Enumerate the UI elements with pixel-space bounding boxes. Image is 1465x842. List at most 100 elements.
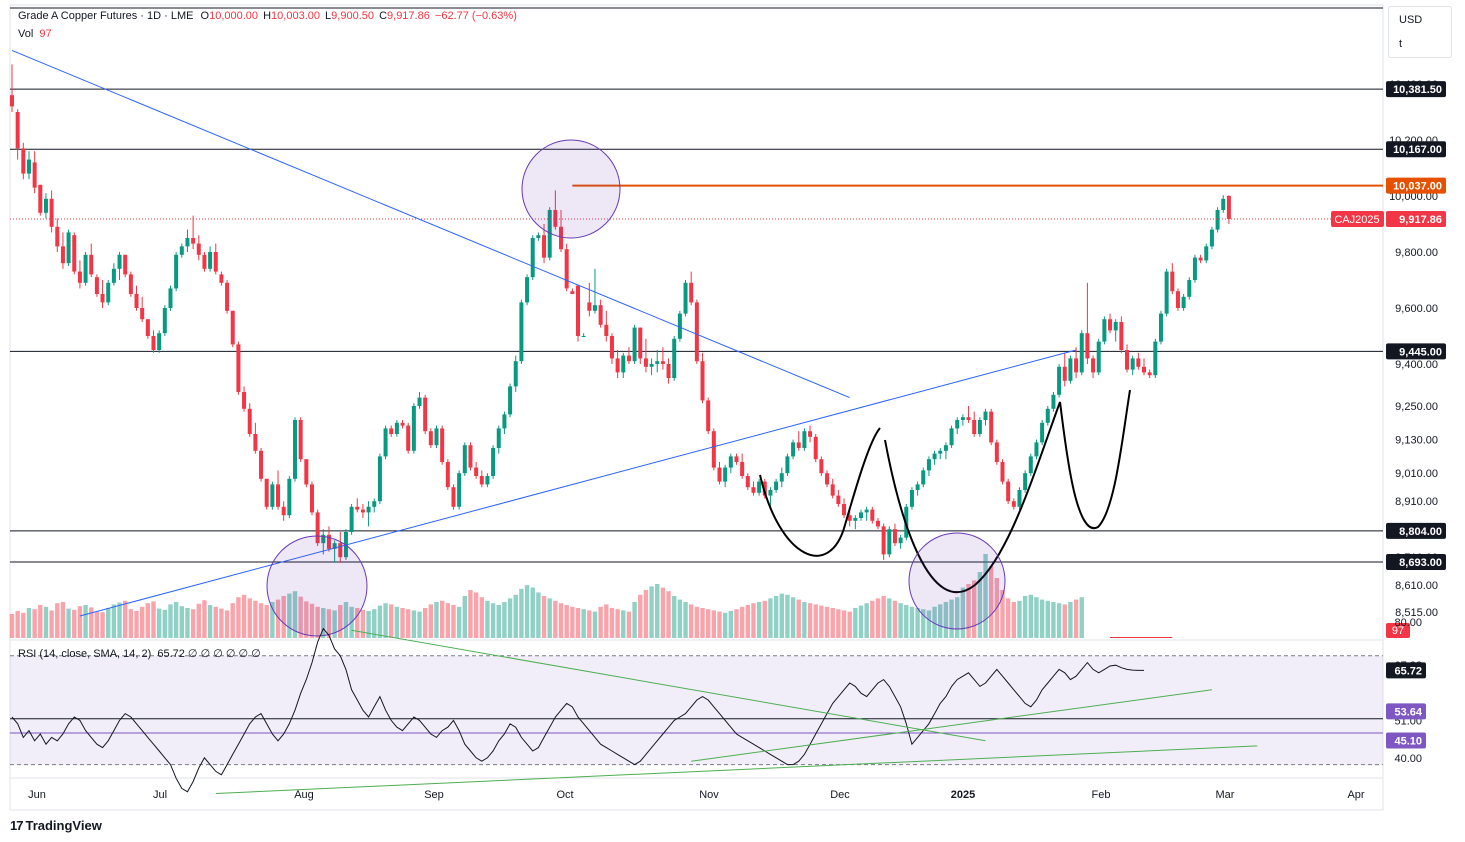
candle-body	[808, 431, 813, 437]
candle-body	[208, 252, 213, 269]
rsi-band	[10, 655, 1383, 765]
candle-body	[972, 420, 977, 434]
candle-body	[694, 302, 699, 362]
highlight-circle-1	[266, 535, 368, 637]
candle-body	[592, 305, 597, 311]
volume-bar	[955, 597, 960, 638]
level-tag	[1386, 81, 1446, 98]
volume-bar	[445, 603, 451, 638]
candle-body	[185, 238, 190, 247]
candle-body	[1175, 291, 1180, 308]
plot-frame	[9, 4, 1384, 811]
price-tick-label: 9,600.00	[1395, 303, 1438, 315]
candle-body	[762, 481, 767, 496]
volume-bar	[536, 592, 541, 638]
candle-body	[168, 288, 173, 308]
change-value: −62.77 (−0.63%)	[434, 10, 517, 22]
candle-body	[117, 254, 122, 269]
level-tag-label: 10,381.50	[1393, 84, 1442, 96]
candle-body	[496, 428, 501, 448]
candle-body	[123, 254, 128, 275]
tradingview-logo[interactable]: 17 TradingView	[10, 818, 102, 833]
candle-body	[1204, 246, 1209, 261]
volume-bar	[15, 611, 20, 638]
volume-bar	[1000, 590, 1005, 638]
candle-body	[1164, 271, 1169, 314]
rsi-trendline-0	[351, 629, 986, 742]
volume-bar	[524, 585, 530, 638]
time-tick-label: Sep	[424, 789, 444, 801]
volume-bar	[258, 603, 264, 638]
candle-body	[536, 235, 541, 238]
price-tick-label: 9,400.00	[1395, 359, 1438, 371]
candle-body	[717, 467, 722, 482]
candle-body	[1096, 341, 1101, 373]
volume-bar	[751, 603, 756, 638]
candle-body	[921, 470, 926, 485]
trendline-1	[79, 349, 1077, 617]
volume-bar	[309, 603, 315, 638]
candle-body	[326, 534, 331, 549]
volume-bar	[785, 594, 790, 638]
candle-body	[842, 504, 847, 516]
candle-body	[451, 487, 456, 507]
candle-body	[462, 445, 467, 474]
candle-body	[309, 484, 314, 513]
candle-body	[259, 450, 264, 479]
candle-body	[581, 336, 586, 337]
volume-bar	[366, 611, 371, 638]
candle-body	[191, 238, 196, 244]
volume-bar	[49, 610, 54, 638]
volume-bar	[179, 606, 184, 638]
candle-body	[1085, 333, 1090, 359]
volume-bar	[377, 605, 383, 638]
candle-body	[728, 456, 733, 468]
candle-body	[1045, 408, 1050, 423]
candle-body	[298, 420, 303, 460]
candle-body	[1209, 229, 1214, 247]
volume-bar	[168, 604, 173, 638]
highlight-circle-2	[908, 532, 1006, 630]
candle-body	[1023, 473, 1028, 490]
candle-body	[1062, 366, 1067, 381]
candle-body	[202, 254, 207, 269]
open-label: O	[200, 10, 210, 22]
volume-bar	[241, 594, 247, 638]
rsi-tick-label: 80.00	[1394, 617, 1422, 629]
candle-body	[219, 274, 224, 283]
volume-bar	[604, 604, 609, 638]
candle-body	[213, 252, 218, 272]
volume-bar	[230, 603, 235, 638]
volume-bar	[332, 610, 337, 638]
candle-body	[315, 512, 320, 544]
volume-bar	[326, 609, 332, 638]
volume-bar	[315, 606, 320, 638]
volume-bar	[547, 598, 552, 638]
candle-body	[887, 529, 892, 555]
candle-body	[83, 254, 88, 283]
volume-bar	[983, 554, 988, 638]
candle-body	[485, 476, 490, 485]
candle-body	[276, 484, 281, 507]
time-tick-label: Aug	[294, 789, 314, 801]
cup-curve-left	[759, 427, 881, 557]
candle-body	[700, 361, 705, 401]
candle-body	[1068, 358, 1073, 381]
currency-selector[interactable]: USD t	[1388, 6, 1452, 58]
volume-bar	[213, 606, 218, 638]
candle-body	[457, 473, 462, 507]
candle-body	[60, 246, 65, 264]
volume-bar	[779, 593, 784, 638]
candle-body	[140, 308, 145, 320]
volume-bar	[921, 609, 926, 638]
volume-bar	[926, 610, 932, 638]
trendline-0	[11, 49, 850, 399]
volume-bar	[394, 606, 400, 638]
volume-bar	[456, 606, 462, 638]
candle-body	[655, 361, 660, 364]
candle-body	[1108, 319, 1113, 331]
volume-bar	[677, 599, 683, 638]
candle-body	[400, 422, 405, 426]
volume-bar	[711, 610, 717, 638]
